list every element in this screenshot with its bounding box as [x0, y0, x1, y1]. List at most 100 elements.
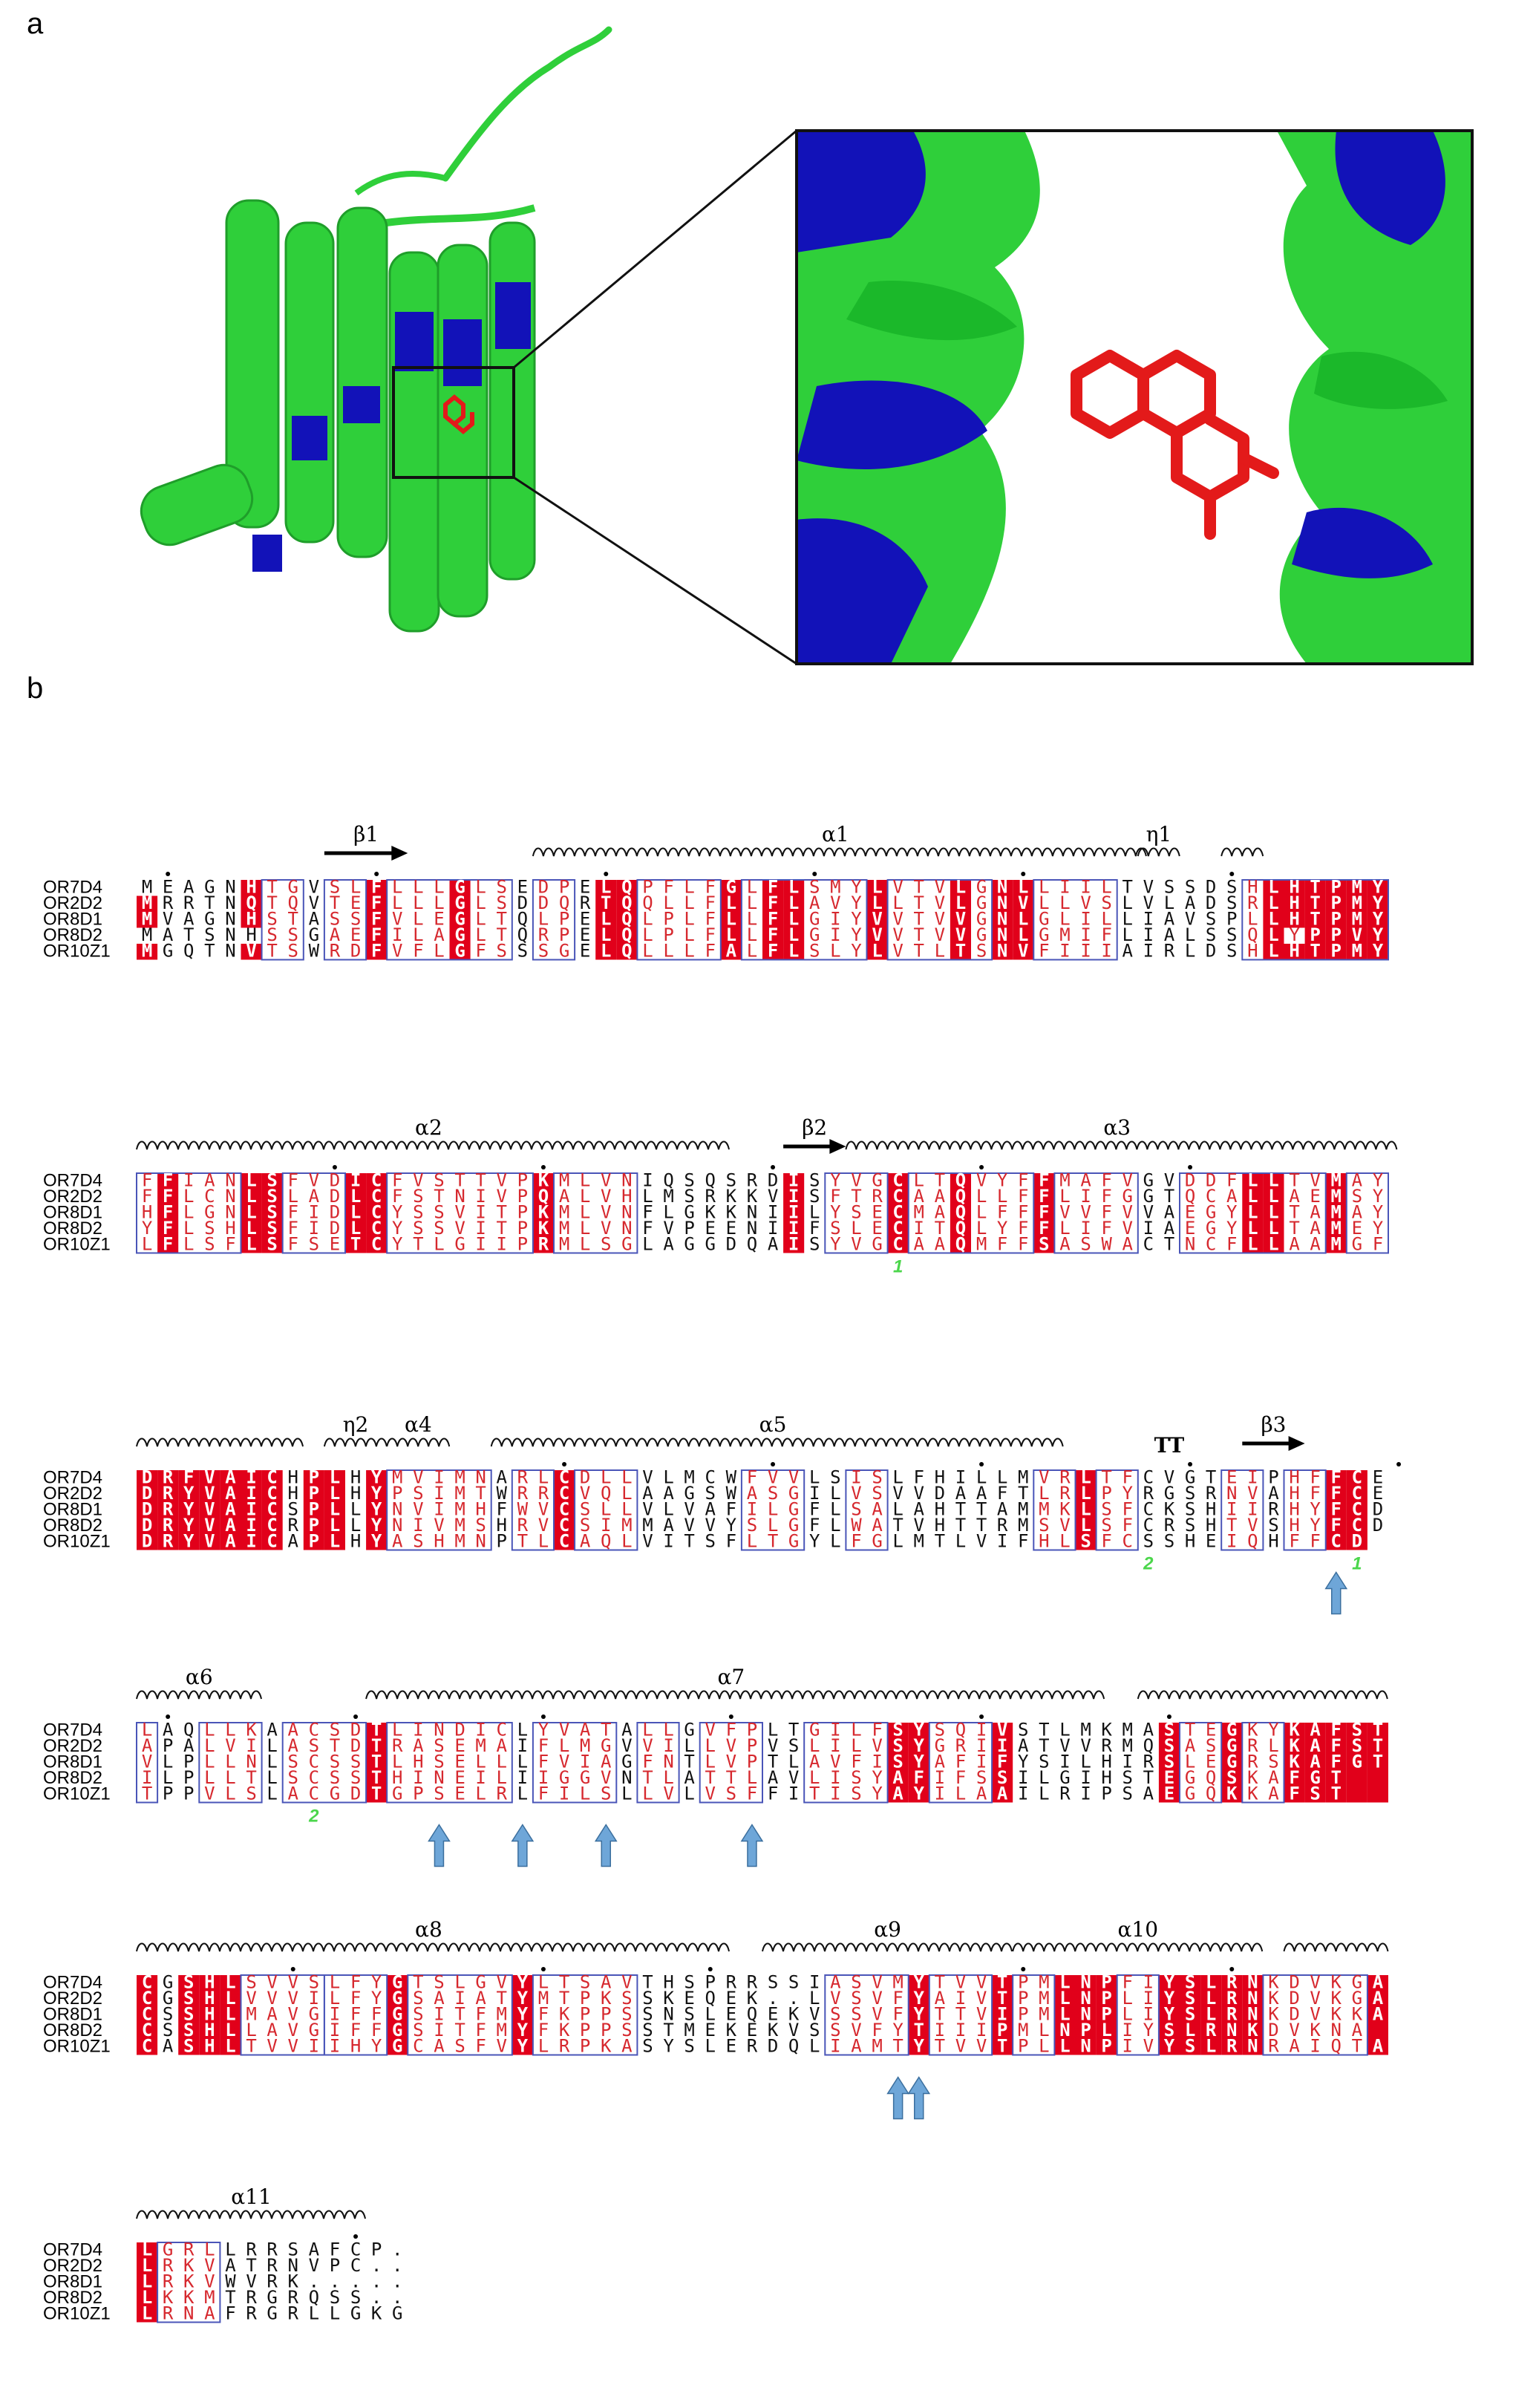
- identity-cell: [449, 927, 471, 944]
- residue: G: [872, 1531, 882, 1552]
- residue: M: [976, 1234, 987, 1255]
- residue: V: [872, 924, 882, 945]
- residue: S: [642, 2036, 653, 2057]
- ss-label: α10: [1118, 1917, 1159, 1942]
- residue: A: [914, 1234, 925, 1255]
- residue: S: [454, 2036, 465, 2057]
- residue: L: [413, 893, 423, 913]
- residue: D: [330, 1186, 340, 1207]
- residue: K: [1226, 1784, 1238, 1804]
- residue: R: [288, 2303, 299, 2324]
- identity-cell: [1346, 1787, 1367, 1803]
- residue: G: [559, 941, 569, 962]
- identity-cell: [762, 927, 784, 944]
- residue: L: [601, 941, 611, 962]
- residue: L: [621, 1784, 632, 1804]
- residue: L: [183, 1202, 194, 1223]
- residue: C: [559, 1531, 569, 1552]
- residue: V: [1310, 1170, 1320, 1191]
- residue: V: [976, 2036, 987, 2057]
- blue-arrow-marker: [511, 1824, 535, 1867]
- residue: L: [788, 941, 799, 962]
- residue: Q: [621, 924, 632, 945]
- identity-cell: [616, 927, 638, 944]
- residue: L: [892, 893, 903, 913]
- residue: I: [1080, 1186, 1091, 1207]
- residue: L: [684, 941, 694, 962]
- residue: V: [1123, 1170, 1133, 1191]
- residue: L: [1247, 1234, 1258, 1255]
- residue: S: [1143, 1531, 1154, 1552]
- residue: S: [434, 1202, 444, 1223]
- similarity-box: [281, 1172, 347, 1254]
- identity-cell: [992, 895, 1013, 912]
- residue: R: [246, 2303, 257, 2324]
- residue: I: [1143, 909, 1154, 930]
- residue: S: [1185, 877, 1195, 898]
- residue: L: [1268, 877, 1278, 898]
- residue: S: [1226, 877, 1237, 898]
- residue: F: [1018, 1234, 1028, 1255]
- identity-cell: [595, 880, 617, 896]
- identity-cell: [1284, 895, 1305, 912]
- residue: S: [976, 941, 987, 962]
- residue: N: [225, 893, 235, 913]
- residue: T: [935, 2036, 945, 2057]
- residue: Q: [1247, 1531, 1258, 1552]
- residue: T: [1164, 1186, 1174, 1207]
- disulfide-marker: 2: [308, 1807, 319, 1827]
- residue: Y: [997, 1170, 1008, 1191]
- residue: I: [830, 909, 840, 930]
- residue: M: [559, 1218, 569, 1239]
- residue: V: [204, 1784, 215, 1804]
- residue: T: [1123, 877, 1133, 898]
- position-dot: [1021, 1967, 1026, 1971]
- residue: A: [892, 1784, 903, 1804]
- residue: L: [1039, 2036, 1049, 2057]
- residue: P: [1101, 2036, 1111, 2057]
- residue: P: [497, 1531, 507, 1552]
- residue: T: [914, 893, 924, 913]
- identity-cell: [783, 880, 805, 896]
- identity-cell: [1346, 880, 1367, 896]
- residue: Y: [851, 941, 862, 962]
- ss-label: α1: [822, 822, 849, 846]
- residue: I: [1143, 941, 1154, 962]
- identity-cell: [137, 895, 158, 912]
- residue: Y: [851, 909, 862, 930]
- residue: L: [538, 909, 549, 930]
- residue: S: [726, 1784, 736, 1804]
- similarity-box: [824, 1172, 889, 1254]
- ss-label: α9: [874, 1917, 901, 1942]
- identity-cell: [866, 912, 888, 928]
- identity-cell: [1242, 1173, 1264, 1190]
- residue: D: [330, 1218, 340, 1239]
- residue: L: [475, 893, 486, 913]
- residue: C: [371, 1186, 382, 1207]
- residue: Y: [1373, 1186, 1384, 1207]
- helix-coil: [762, 1942, 1013, 1952]
- residue: M: [454, 1531, 465, 1552]
- residue: F: [1039, 1186, 1049, 1207]
- identity-cell: [992, 944, 1013, 960]
- residue: E: [1185, 1202, 1195, 1223]
- residue: L: [1268, 941, 1278, 962]
- identity-cell: [261, 1173, 283, 1190]
- residue: I: [392, 924, 402, 945]
- residue: P: [559, 909, 569, 930]
- residue: I: [350, 1170, 361, 1191]
- residue: V: [204, 1531, 215, 1552]
- residue: E: [330, 1234, 340, 1255]
- identity-cell: [1242, 1189, 1264, 1205]
- identity-cell: [720, 895, 742, 912]
- residue: A: [1373, 2004, 1384, 2025]
- panel-label-a: a: [27, 7, 44, 40]
- residue: C: [204, 1186, 215, 1207]
- residue: S: [517, 941, 528, 962]
- residue: Y: [851, 893, 862, 913]
- residue: P: [517, 1218, 528, 1239]
- residue: F: [225, 1234, 235, 1255]
- residue: S: [809, 1170, 820, 1191]
- identity-cell: [157, 1173, 179, 1190]
